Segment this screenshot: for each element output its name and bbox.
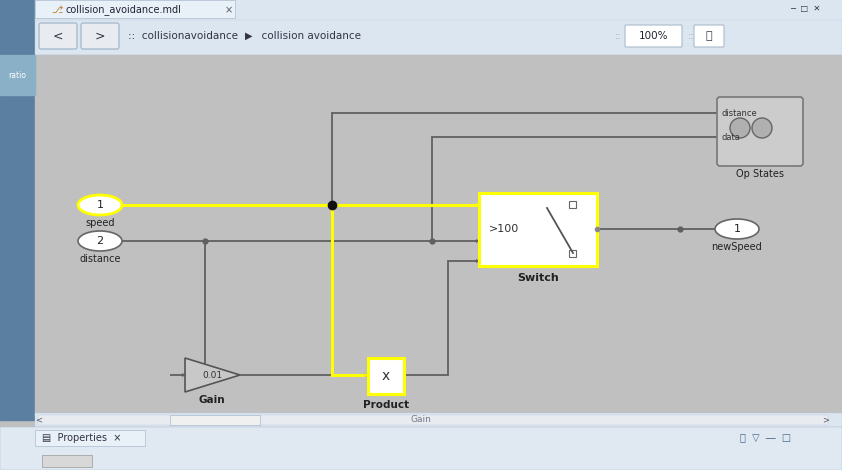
Ellipse shape	[78, 195, 122, 215]
Text: collision avoidance: collision avoidance	[255, 31, 361, 41]
Bar	[368, 358, 404, 394]
Bar	[35, 430, 145, 446]
Text: <: <	[53, 30, 63, 42]
Text: speed: speed	[85, 218, 115, 228]
Bar	[569, 250, 576, 257]
Text: ▤  Properties  ×: ▤ Properties ×	[42, 433, 121, 443]
Text: ×: ×	[225, 5, 233, 15]
Bar	[35, 413, 842, 427]
Text: 1: 1	[733, 224, 740, 234]
Text: Switch: Switch	[517, 273, 559, 283]
Bar	[0, 0, 35, 420]
Text: ::: ::	[615, 31, 621, 41]
Text: 1: 1	[97, 200, 104, 210]
Bar	[170, 415, 260, 425]
Bar	[35, 20, 842, 55]
Text: ─  □  ✕: ─ □ ✕	[790, 3, 820, 13]
Text: ⎇: ⎇	[51, 5, 62, 15]
FancyBboxPatch shape	[625, 25, 682, 47]
FancyBboxPatch shape	[717, 97, 803, 166]
Ellipse shape	[78, 231, 122, 251]
Text: 0.01: 0.01	[202, 370, 222, 379]
Text: ▶: ▶	[245, 31, 253, 41]
Text: ratio: ratio	[8, 70, 26, 79]
Text: Gain: Gain	[199, 395, 226, 405]
Text: 🔍: 🔍	[706, 31, 712, 41]
Text: distance: distance	[79, 254, 120, 264]
Circle shape	[752, 118, 772, 138]
Bar	[0, 427, 842, 470]
Polygon shape	[185, 358, 240, 392]
Bar	[35, 0, 842, 20]
Bar	[479, 193, 597, 266]
FancyBboxPatch shape	[39, 23, 77, 49]
Text: collision_avoidance.mdl: collision_avoidance.mdl	[65, 5, 181, 16]
Text: >: >	[95, 30, 105, 42]
Bar	[42, 455, 92, 467]
Circle shape	[730, 118, 750, 138]
FancyBboxPatch shape	[81, 23, 119, 49]
Text: newSpeed: newSpeed	[711, 242, 762, 252]
Text: data: data	[722, 133, 741, 141]
Text: 100%: 100%	[639, 31, 669, 41]
Text: 📄  ▽  ―  □: 📄 ▽ ― □	[740, 432, 791, 442]
Text: ::  collisionavoidance: :: collisionavoidance	[128, 31, 238, 41]
Bar	[35, 0, 235, 18]
Bar	[38, 415, 828, 425]
Bar	[35, 55, 842, 415]
Ellipse shape	[715, 219, 759, 239]
Text: >: >	[823, 415, 829, 424]
Bar	[0, 55, 35, 95]
Text: Op States: Op States	[736, 169, 784, 179]
Text: distance: distance	[722, 109, 758, 118]
Text: ::: ::	[688, 31, 695, 41]
Text: Product: Product	[363, 400, 409, 410]
Text: x: x	[382, 369, 390, 383]
Text: Gain: Gain	[411, 415, 431, 424]
Bar	[569, 201, 576, 208]
Text: <: <	[35, 415, 42, 424]
FancyBboxPatch shape	[694, 25, 724, 47]
Text: 2: 2	[97, 236, 104, 246]
Text: >100: >100	[489, 225, 520, 235]
